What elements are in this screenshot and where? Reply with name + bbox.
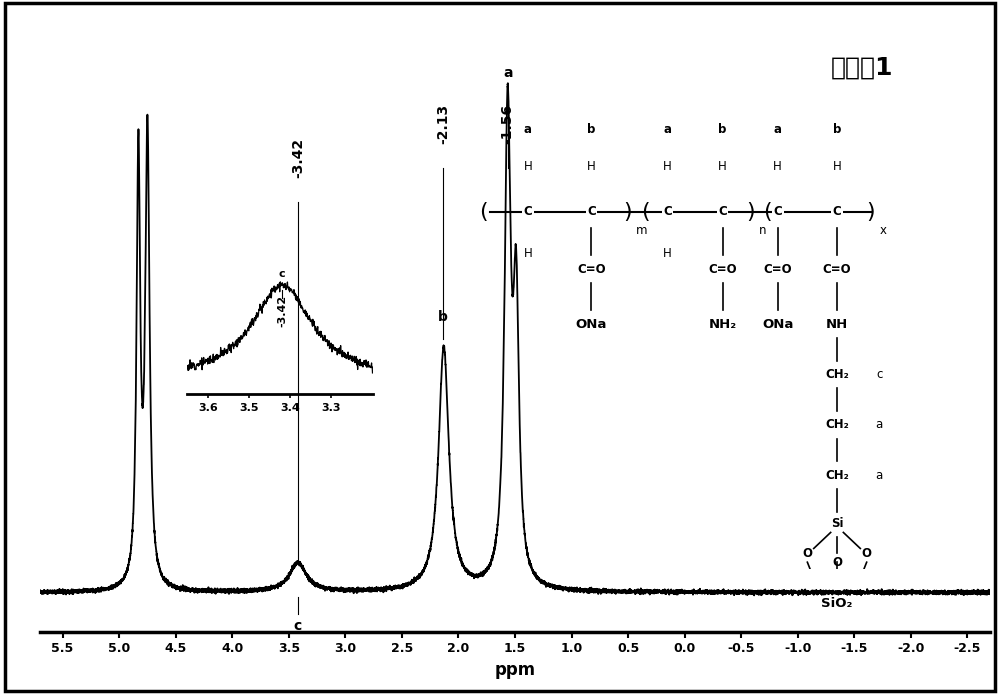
Text: -3.42: -3.42 — [291, 137, 305, 178]
Text: c: c — [294, 619, 302, 634]
X-axis label: ppm: ppm — [494, 661, 536, 679]
Text: -2.13: -2.13 — [436, 103, 450, 144]
Text: b: b — [438, 310, 448, 324]
Text: a: a — [503, 66, 512, 80]
Text: -1.56: -1.56 — [501, 103, 515, 144]
